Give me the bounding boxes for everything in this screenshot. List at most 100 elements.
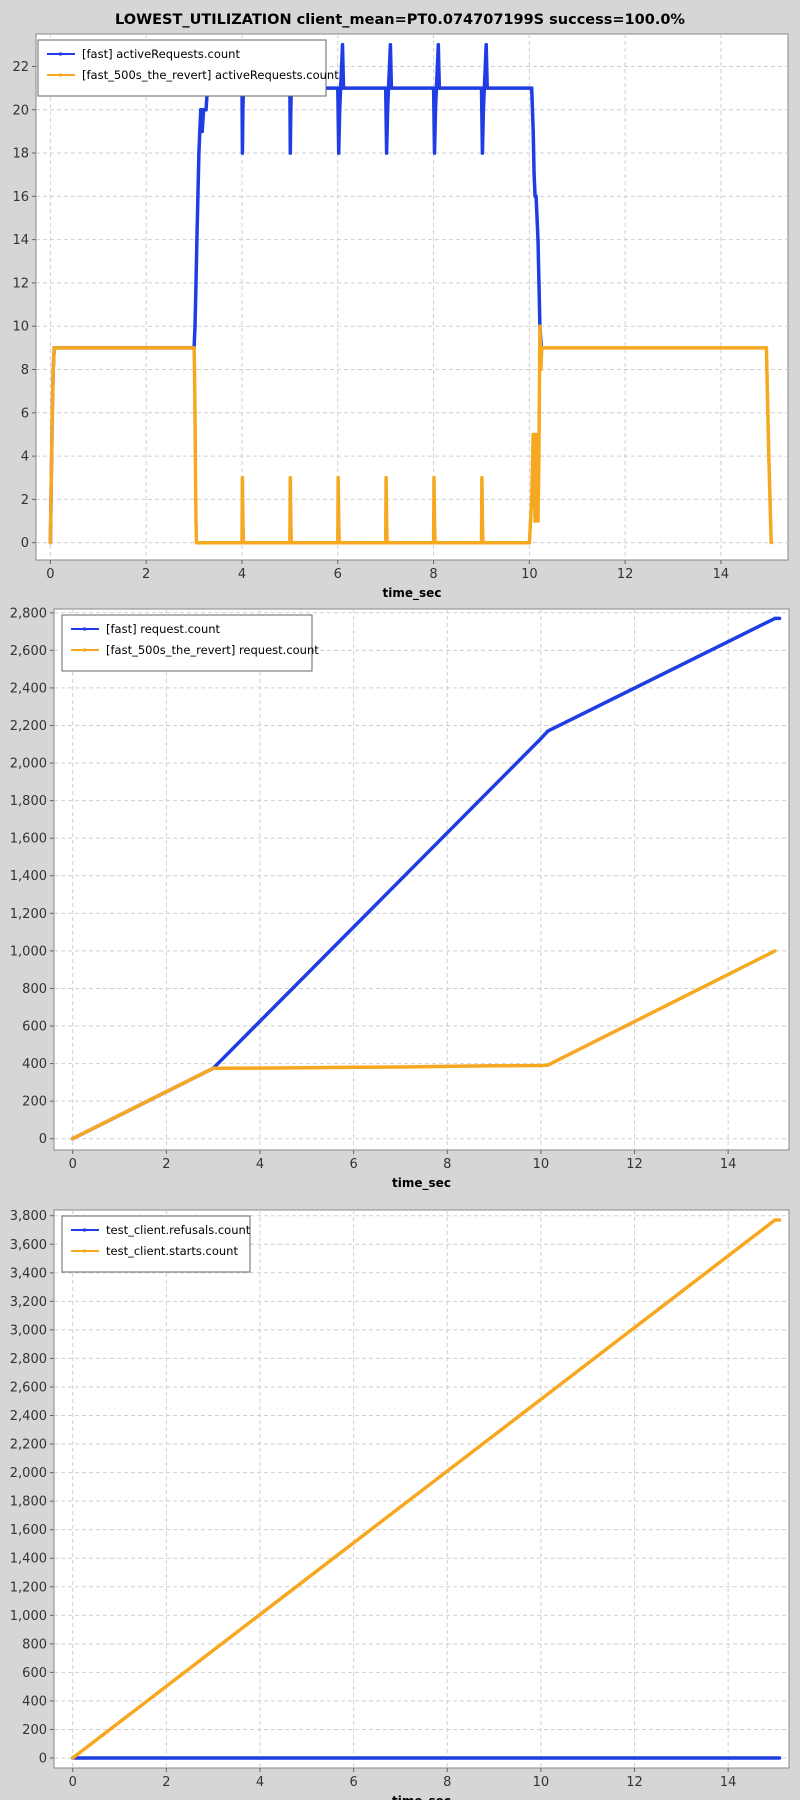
y-tick-label: 400	[22, 1694, 47, 1709]
legend-marker	[83, 1249, 86, 1253]
data-point	[202, 108, 206, 112]
data-point	[336, 476, 340, 480]
y-tick-label: 2,800	[10, 1352, 47, 1367]
data-point	[197, 151, 201, 155]
legend-label: [fast_500s_the_revert] activeRequests.co…	[82, 68, 339, 82]
x-tick-label: 2	[162, 1775, 170, 1790]
x-tick-label: 2	[142, 567, 150, 582]
data-point	[769, 541, 773, 545]
data-point	[773, 616, 777, 620]
data-point	[433, 541, 437, 545]
y-tick-label: 1,400	[10, 869, 47, 884]
y-tick-label: 200	[22, 1723, 47, 1738]
data-point	[242, 541, 246, 545]
data-point	[532, 173, 536, 177]
legend-label: [fast] activeRequests.count	[82, 47, 240, 61]
y-tick-label: 20	[12, 103, 29, 118]
data-point	[778, 1218, 782, 1222]
data-point	[527, 86, 531, 90]
data-point	[536, 519, 540, 523]
legend-label: [fast] request.count	[106, 622, 221, 636]
data-point	[482, 86, 486, 90]
y-tick-label: 1,200	[10, 907, 47, 922]
data-point	[48, 541, 52, 545]
data-point	[492, 1064, 496, 1068]
data-point	[764, 346, 768, 350]
x-tick-label: 10	[533, 1157, 550, 1172]
y-tick-label: 6	[21, 406, 29, 421]
data-point	[288, 151, 292, 155]
data-point	[538, 324, 542, 328]
legend-box	[61, 1215, 251, 1273]
y-tick-label: 1,800	[10, 794, 47, 809]
x-tick-label: 8	[429, 567, 437, 582]
x-tick-label: 14	[720, 1157, 737, 1172]
data-point	[389, 86, 393, 90]
data-point	[481, 108, 485, 112]
legend-marker	[59, 73, 62, 77]
y-tick-label: 10	[12, 320, 29, 335]
y-tick-label: 12	[12, 276, 29, 291]
data-point	[530, 86, 534, 90]
data-point	[336, 86, 340, 90]
x-tick-label: 2	[162, 1157, 170, 1172]
data-point	[773, 1218, 777, 1222]
data-point	[773, 949, 777, 953]
data-point	[338, 541, 342, 545]
data-point	[435, 64, 439, 68]
y-tick-label: 2,600	[10, 1380, 47, 1395]
data-point	[533, 519, 537, 523]
y-tick-label: 1,400	[10, 1552, 47, 1567]
data-point	[527, 541, 531, 545]
x-tick-label: 4	[256, 1775, 264, 1790]
legend-box	[61, 614, 313, 672]
y-tick-label: 3,000	[10, 1323, 47, 1338]
data-point	[288, 476, 292, 480]
data-point	[546, 1063, 550, 1067]
data-point	[539, 368, 543, 372]
y-tick-label: 3,600	[10, 1238, 47, 1253]
legend-marker	[83, 648, 86, 652]
data-point	[193, 324, 197, 328]
y-tick-label: 3,800	[10, 1209, 47, 1224]
data-point	[546, 729, 550, 733]
y-tick-label: 2,800	[10, 606, 47, 621]
y-tick-label: 1,000	[10, 1609, 47, 1624]
data-point	[534, 194, 538, 198]
x-axis-label: time_sec	[392, 1176, 451, 1191]
data-point	[530, 497, 534, 501]
data-point	[536, 238, 540, 242]
y-tick-label: 4	[21, 450, 29, 465]
y-tick-label: 200	[22, 1095, 47, 1110]
data-point	[434, 86, 438, 90]
x-tick-label: 14	[713, 567, 730, 582]
x-axis-label: time_sec	[383, 586, 442, 601]
legend-label: [fast_500s_the_revert] request.count	[106, 643, 319, 657]
data-point	[767, 454, 771, 458]
data-point	[483, 64, 487, 68]
x-tick-label: 6	[334, 567, 342, 582]
data-point	[387, 86, 391, 90]
data-point	[484, 43, 488, 47]
data-point	[445, 1064, 449, 1068]
data-point	[340, 64, 344, 68]
x-tick-label: 0	[69, 1775, 77, 1790]
data-point	[534, 432, 538, 436]
data-point	[49, 476, 53, 480]
y-tick-label: 2,200	[10, 1438, 47, 1453]
data-point	[436, 43, 440, 47]
y-tick-label: 2	[21, 493, 29, 508]
legend-marker	[59, 52, 62, 56]
x-tick-label: 0	[46, 567, 54, 582]
y-tick-label: 3,200	[10, 1295, 47, 1310]
data-point	[342, 86, 346, 90]
plot-area	[53, 608, 790, 1151]
y-tick-label: 18	[12, 147, 29, 162]
data-point	[289, 108, 293, 112]
data-point	[193, 411, 197, 415]
y-tick-label: 1,200	[10, 1580, 47, 1595]
data-point	[432, 86, 436, 90]
data-point	[486, 86, 490, 90]
y-tick-label: 2,600	[10, 644, 47, 659]
data-point	[289, 519, 293, 523]
